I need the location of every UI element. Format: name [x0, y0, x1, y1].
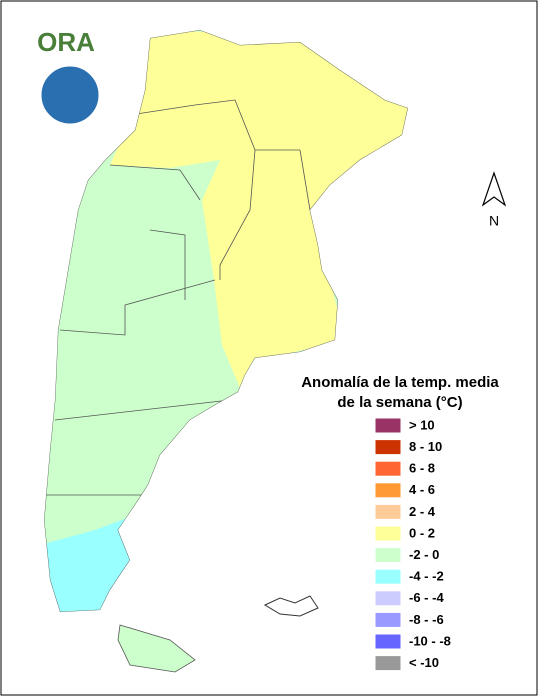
- legend-swatch: [374, 655, 402, 672]
- legend-label: -6 - -4: [409, 590, 444, 605]
- legend-label: < -10: [409, 655, 439, 670]
- legend-label: -4 - -2: [409, 569, 444, 584]
- legend-title: de la semana (°C): [337, 394, 462, 411]
- legend-label: 8 - 10: [409, 439, 442, 454]
- legend-label: -10 - -8: [409, 633, 451, 648]
- islands: [263, 595, 319, 617]
- legend-swatch: [374, 525, 402, 542]
- legend-label: -2 - 0: [409, 547, 439, 562]
- legend-swatch: [374, 439, 402, 456]
- legend-swatch: [374, 611, 402, 628]
- logo-seal: [38, 63, 102, 127]
- legend-label: 4 - 6: [409, 482, 435, 497]
- north-label: N: [489, 213, 499, 229]
- tierra-del-fuego: [117, 624, 196, 673]
- logo-text: ORA: [37, 27, 95, 57]
- legend-label: > 10: [409, 417, 435, 432]
- legend-swatch: [374, 482, 402, 499]
- legend-swatch: [374, 568, 402, 585]
- legend-label: 0 - 2: [409, 525, 435, 540]
- legend: Anomalía de la temp. media de la semana (…: [301, 374, 499, 672]
- legend-title: Anomalía de la temp. media: [301, 374, 499, 391]
- legend-swatch: [374, 460, 402, 477]
- legend-swatch: [374, 590, 402, 607]
- legend-swatch: [374, 503, 402, 520]
- north-arrow: [481, 171, 507, 207]
- legend-swatch: [374, 417, 402, 434]
- legend-swatch: [374, 633, 402, 650]
- legend-swatch: [374, 547, 402, 564]
- legend-label: -8 - -6: [409, 612, 444, 627]
- legend-label: 2 - 4: [409, 504, 436, 519]
- legend-label: 6 - 8: [409, 461, 435, 476]
- province-borders: [45, 99, 311, 496]
- region-anomaly: [110, 30, 408, 388]
